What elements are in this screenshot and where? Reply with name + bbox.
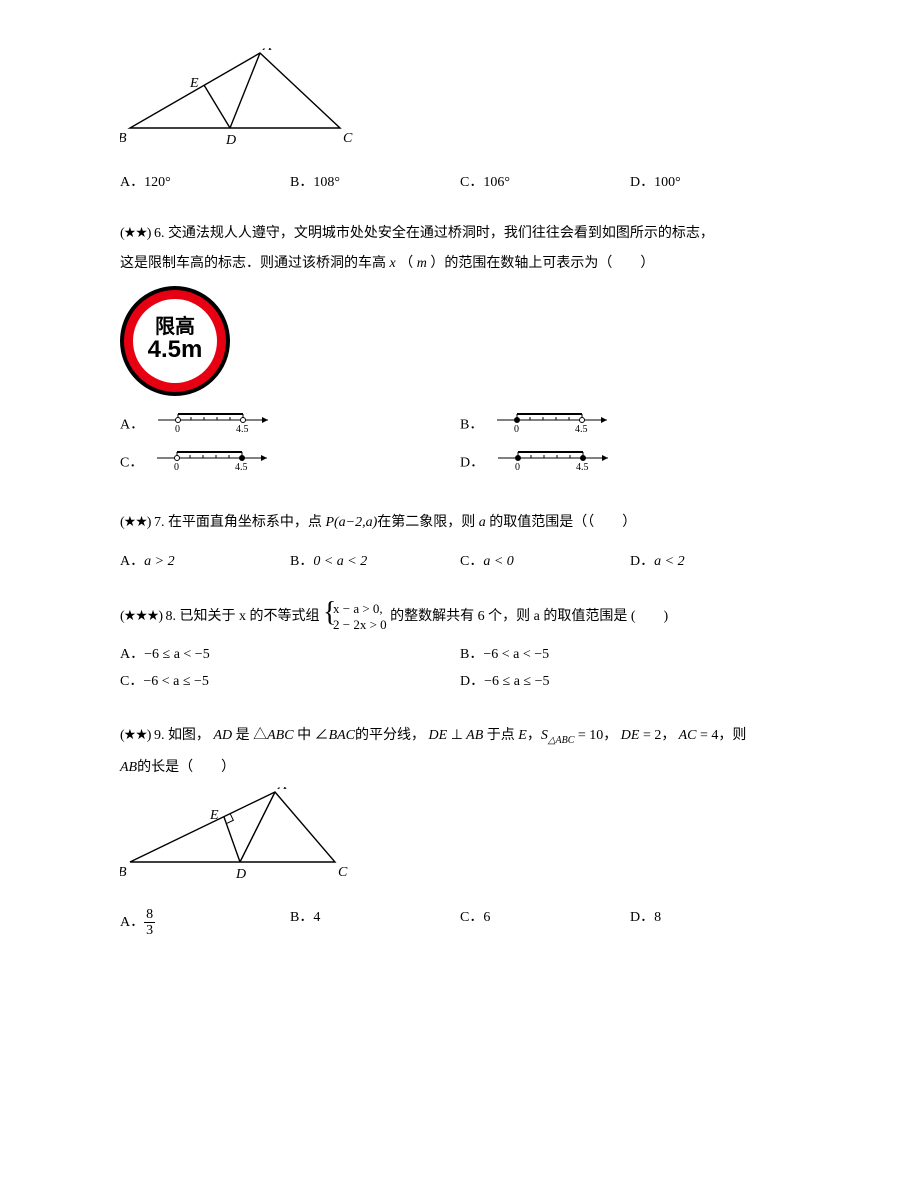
svg-text:0: 0 — [514, 424, 519, 434]
svg-text:B: B — [120, 131, 127, 146]
difficulty-stars: (★★) — [120, 515, 150, 530]
svg-text:E: E — [209, 808, 219, 823]
q7-number: 7. — [154, 515, 165, 530]
fraction-8-3: 83 — [144, 907, 155, 939]
q9-text2: AB的长是（ ） — [120, 757, 800, 779]
q9-option-c[interactable]: C．6 — [460, 907, 630, 939]
point-p: P — [325, 515, 334, 530]
q6-text: (★★) 6. 交通法规人人遵守，文明城市处处安全在通过桥洞时，我们往往会看到如… — [120, 223, 800, 245]
q8-option-d[interactable]: D．−6 ≤ a ≤ −5 — [460, 671, 800, 693]
svg-text:0: 0 — [175, 424, 180, 434]
q9-number: 9. — [154, 728, 165, 743]
numberline-b: 04.5 — [487, 408, 617, 442]
q9-option-b[interactable]: B．4 — [290, 907, 460, 939]
numberline-c: 04.5 — [147, 446, 277, 480]
difficulty-stars: (★★★) — [120, 609, 162, 624]
difficulty-stars: (★★) — [120, 728, 150, 743]
q8-options: A．−6 ≤ a < −5 B．−6 < a < −5 C．−6 < a ≤ −… — [120, 644, 800, 697]
q8-option-c[interactable]: C．−6 < a ≤ −5 — [120, 671, 460, 693]
sign-inner: 限高 4.5m — [133, 299, 217, 383]
svg-text:E: E — [189, 76, 199, 91]
q7-option-b[interactable]: B．0 < a < 2 — [290, 551, 460, 573]
svg-text:A: A — [262, 48, 272, 54]
svg-text:A: A — [277, 787, 287, 793]
q7-option-a[interactable]: A．a > 2 — [120, 551, 290, 573]
unit-m: m — [413, 256, 430, 271]
svg-text:4.5: 4.5 — [575, 424, 588, 434]
svg-text:C: C — [338, 865, 348, 880]
q7-text: (★★) 7. 在平面直角坐标系中，点 P(a−2,a)在第二象限，则 a 的取… — [120, 512, 800, 534]
question-6: (★★) 6. 交通法规人人遵守，文明城市处处安全在通过桥洞时，我们往往会看到如… — [120, 223, 800, 485]
q5-options: A．120° B．108° C．106° D．100° — [120, 172, 800, 194]
q8-number: 8. — [165, 609, 176, 624]
q5-option-c[interactable]: C．106° — [460, 172, 630, 194]
svg-text:0: 0 — [174, 462, 179, 472]
q8-option-b[interactable]: B．−6 < a < −5 — [460, 644, 800, 666]
q7-option-c[interactable]: C．a < 0 — [460, 551, 630, 573]
question-5: A B C D E A．120° B．108° C．106° D．100° — [120, 48, 800, 195]
q6-number: 6. — [154, 226, 165, 241]
question-8: (★★★) 8. 已知关于 x 的不等式组 x − a > 0, 2 − 2x … — [120, 601, 800, 697]
inequality-system: x − a > 0, 2 − 2x > 0 — [323, 601, 387, 632]
q9-option-d[interactable]: D．8 — [630, 907, 800, 939]
question-7: (★★) 7. 在平面直角坐标系中，点 P(a−2,a)在第二象限，则 a 的取… — [120, 512, 800, 573]
q6-options: A． 04.5 B． 04.5 C． 04.5 D． 04.5 — [120, 408, 800, 485]
q6-option-a[interactable]: A． 04.5 — [120, 408, 460, 442]
triangle-abc: A B C D E — [120, 48, 360, 148]
q6-line1: 交通法规人人遵守，文明城市处处安全在通过桥洞时，我们往往会看到如图所示的标志， — [168, 226, 714, 241]
svg-text:4.5: 4.5 — [576, 462, 589, 472]
svg-text:4.5: 4.5 — [236, 424, 249, 434]
q8-text: (★★★) 8. 已知关于 x 的不等式组 x − a > 0, 2 − 2x … — [120, 601, 800, 632]
q6-option-c[interactable]: C． 04.5 — [120, 446, 460, 480]
variable-a: a — [479, 515, 486, 530]
q5-triangle-diagram: A B C D E — [120, 48, 800, 156]
svg-text:C: C — [343, 131, 353, 146]
svg-text:D: D — [225, 133, 236, 148]
sign-text-2: 4.5m — [148, 337, 203, 363]
variable-x: x — [386, 256, 399, 271]
svg-text:0: 0 — [515, 462, 520, 472]
sign-text-1: 限高 — [155, 317, 195, 337]
q6-option-d[interactable]: D． 04.5 — [460, 446, 800, 480]
q5-option-a[interactable]: A．120° — [120, 172, 290, 194]
numberline-a: 04.5 — [148, 408, 278, 442]
svg-text:B: B — [120, 865, 127, 880]
q7-option-d[interactable]: D．a < 2 — [630, 551, 800, 573]
q6-option-b[interactable]: B． 04.5 — [460, 408, 800, 442]
q5-option-b[interactable]: B．108° — [290, 172, 460, 194]
q9-options: A．83 B．4 C．6 D．8 — [120, 907, 800, 939]
height-limit-sign: 限高 4.5m — [120, 286, 230, 396]
numberline-d: 04.5 — [488, 446, 618, 480]
question-9: (★★) 9. 如图， AD 是 △ABC 中 ∠BAC的平分线， DE ⊥ A… — [120, 725, 800, 938]
q9-triangle-diagram: A B C D E — [120, 787, 800, 890]
q7-options: A．a > 2 B．0 < a < 2 C．a < 0 D．a < 2 — [120, 551, 800, 573]
q8-option-a[interactable]: A．−6 ≤ a < −5 — [120, 644, 460, 666]
svg-text:D: D — [235, 867, 246, 882]
q6-text2: 这是限制车高的标志．则通过该桥洞的车高 x （ m ）的范围在数轴上可表示为（ … — [120, 253, 800, 275]
triangle-abc-9: A B C D E — [120, 787, 355, 882]
difficulty-stars: (★★) — [120, 226, 150, 241]
q9-option-a[interactable]: A．83 — [120, 907, 290, 939]
q5-option-d[interactable]: D．100° — [630, 172, 800, 194]
svg-text:4.5: 4.5 — [235, 462, 248, 472]
q9-text: (★★) 9. 如图， AD 是 △ABC 中 ∠BAC的平分线， DE ⊥ A… — [120, 725, 800, 749]
